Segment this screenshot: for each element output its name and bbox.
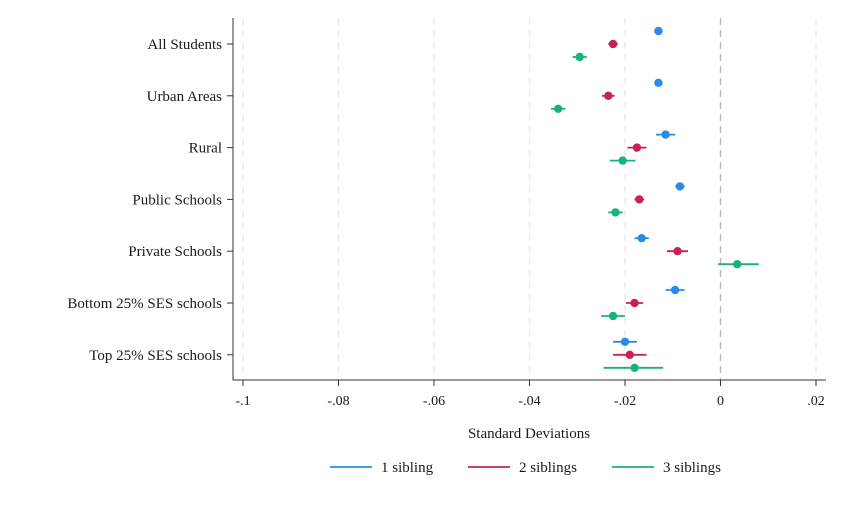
point-estimate	[670, 285, 680, 295]
point-estimate	[635, 195, 644, 204]
point-estimate	[661, 130, 670, 139]
point-estimate	[608, 311, 618, 321]
legend-label: 3 siblings	[663, 460, 721, 476]
legend-label: 1 sibling	[381, 460, 434, 476]
point-estimate	[620, 337, 630, 346]
grid-lines	[242, 18, 817, 380]
x-tick-labels: -.1 -.08 -.06 -.04 -.02 0 .02	[235, 394, 824, 409]
point-estimate	[637, 234, 646, 243]
point-estimate	[654, 26, 663, 36]
category-label: Rural	[189, 141, 222, 157]
x-tick-label: .02	[807, 394, 825, 409]
point-estimate	[630, 363, 639, 372]
x-tick-label: 0	[717, 394, 724, 409]
point-estimate	[575, 52, 584, 62]
category-labels: All Students Urban Areas Rural Public Schoo…	[67, 37, 222, 364]
point-estimate	[618, 156, 627, 165]
point-estimate	[632, 143, 642, 152]
x-tick-label: -.02	[614, 394, 636, 409]
point-estimate	[625, 350, 634, 359]
point-estimate	[630, 298, 639, 308]
category-label: Public Schools	[132, 192, 222, 208]
x-tick-label: -.06	[423, 394, 445, 409]
legend: 1 sibling 2 siblings 3 siblings	[330, 460, 721, 476]
point-estimate	[673, 247, 682, 256]
category-label: Private Schools	[128, 244, 222, 260]
legend-label: 2 siblings	[519, 460, 577, 476]
category-label: Urban Areas	[147, 89, 223, 105]
axes	[227, 18, 826, 386]
point-estimate	[654, 78, 663, 88]
point-estimate	[553, 104, 563, 114]
point-estimate	[733, 260, 742, 269]
point-estimate	[604, 91, 613, 101]
category-label: All Students	[147, 37, 222, 53]
point-estimate	[675, 182, 685, 191]
x-tick-label: -.04	[518, 394, 540, 409]
point-estimate	[608, 39, 618, 49]
data-points	[550, 26, 759, 372]
category-label: Bottom 25% SES schools	[67, 296, 222, 312]
x-tick-label: -.08	[327, 394, 349, 409]
category-label: Top 25% SES schools	[89, 348, 222, 364]
point-estimate	[611, 208, 620, 217]
x-tick-label: -.1	[235, 394, 250, 409]
x-axis-title: Standard Deviations	[468, 426, 590, 442]
